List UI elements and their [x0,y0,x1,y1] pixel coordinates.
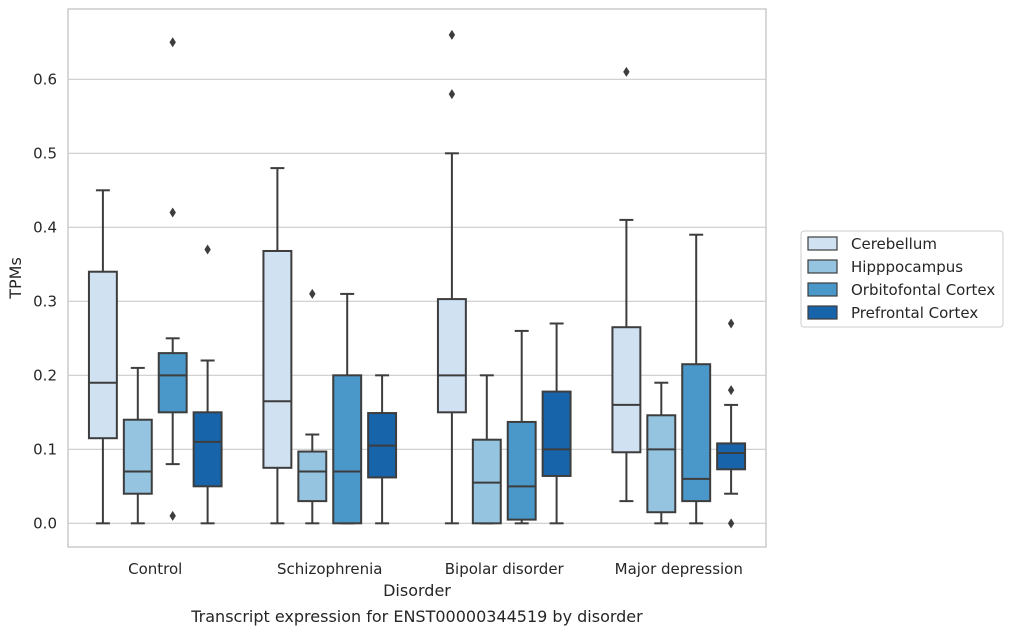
box-1-0 [262,167,293,525]
outlier-point-0 [204,244,211,255]
box-1-3 [367,374,398,525]
legend-label: Hipppocampus [851,258,963,276]
box-body [262,249,293,469]
legend-swatch [807,259,838,274]
outlier-point-0 [169,510,176,521]
box-2-3 [541,322,572,525]
box-2-0 [436,29,467,525]
box-body [157,352,188,414]
y-tick-label-3: 0.3 [33,292,57,310]
legend-item-1: Hipppocampus [807,258,963,276]
box-1-1 [297,288,328,525]
box-2-1 [471,374,502,525]
y-axis-title: TPMs [6,257,25,300]
x-tick-label-2: Bipolar disorder [445,560,565,578]
box-body [87,270,118,440]
plot-area-frame [67,8,767,548]
box-3-3 [716,318,747,529]
outlier-point-1 [448,29,456,40]
legend-frame [800,230,1004,328]
legend-swatch [807,305,838,320]
box-body [541,390,572,477]
outlier-point-0 [309,288,316,299]
boxes [87,29,747,529]
y-tick-label-2: 0.2 [33,366,57,384]
box-2-2 [506,329,537,525]
x-tick-label-0: Control [128,560,182,578]
outlier-point-1 [727,385,735,396]
y-tick-label-1: 0.1 [33,440,57,458]
box-3-0 [611,66,642,503]
x-tick-label-3: Major depression [615,560,743,578]
legend-item-3: Prefrontal Cortex [807,304,978,322]
legend-item-0: Cerebellum [807,235,937,253]
x-axis-title: Disorder [383,581,451,600]
box-body [471,438,502,525]
outlier-point-0 [623,66,630,77]
box-body [297,450,328,503]
legend-label: Prefrontal Cortex [851,304,978,322]
box-0-1 [122,366,153,525]
box-body [506,420,537,521]
legend-swatch [807,236,838,251]
y-tick-label-0: 0.0 [33,514,57,532]
box-0-2 [157,37,188,521]
y-tick-label-5: 0.5 [33,144,57,162]
box-3-1 [646,381,677,525]
box-body [681,363,712,503]
legend-label: Orbitofontal Cortex [851,281,995,299]
outlier-point-2 [169,37,176,48]
outlier-point-2 [727,318,735,329]
x-tick-labels: Control Schizophrenia Bipolar disorder Majo… [128,560,743,578]
box-body [436,298,467,414]
outlier-point-0 [448,89,456,100]
y-tick-labels: 0.0 0.1 0.2 0.3 0.4 0.5 0.6 [33,70,57,532]
legend: Cerebellum Hipppocampus Orbitofontal Corte… [800,230,1004,328]
box-body [192,411,223,488]
y-tick-label-4: 0.4 [33,218,57,236]
box-body [122,418,153,495]
outlier-point-1 [169,207,176,218]
outlier-point-0 [727,518,735,529]
x-tick-label-1: Schizophrenia [277,560,382,578]
box-body [646,414,677,514]
box-body [716,442,747,471]
legend-swatch [807,282,838,297]
chart-caption: Transcript expression for ENST0000034451… [190,607,643,626]
box-body [611,326,642,454]
box-1-2 [332,292,363,525]
legend-item-2: Orbitofontal Cortex [807,281,995,299]
box-body [332,374,363,525]
box-0-0 [87,189,118,525]
legend-label: Cerebellum [851,235,937,253]
box-0-3 [192,244,223,525]
y-tick-label-6: 0.6 [33,70,57,88]
box-3-2 [681,233,712,525]
